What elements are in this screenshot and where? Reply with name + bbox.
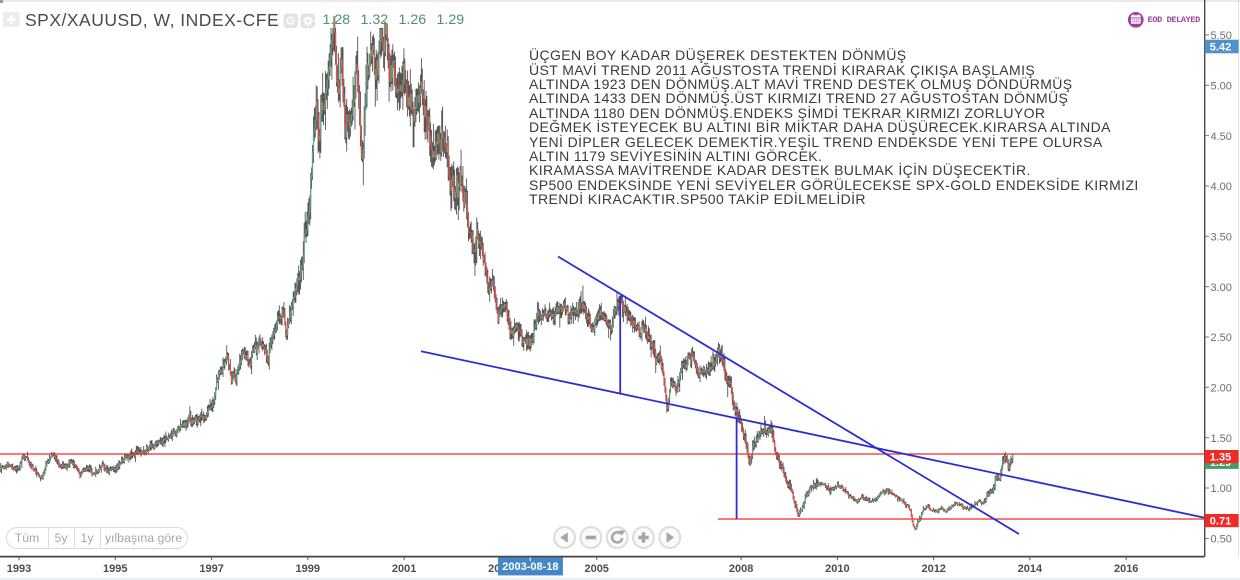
svg-text:2005: 2005: [584, 563, 608, 575]
svg-text:2.00: 2.00: [1211, 383, 1232, 395]
svg-text:5.42: 5.42: [1210, 41, 1231, 53]
svg-text:2003-08-18: 2003-08-18: [502, 561, 558, 573]
svg-text:1995: 1995: [103, 563, 127, 575]
svg-text:1.35: 1.35: [1210, 452, 1231, 464]
svg-text:5.50: 5.50: [1211, 30, 1232, 42]
svg-text:2.50: 2.50: [1211, 332, 1232, 344]
svg-text:2001: 2001: [392, 563, 416, 575]
svg-text:1993: 1993: [7, 563, 31, 575]
svg-text:2012: 2012: [921, 563, 945, 575]
svg-text:1997: 1997: [199, 563, 223, 575]
svg-text:0.71: 0.71: [1210, 516, 1231, 528]
svg-text:1.50: 1.50: [1211, 433, 1232, 445]
svg-text:2008: 2008: [729, 563, 753, 575]
svg-text:5.00: 5.00: [1211, 81, 1232, 93]
svg-text:4.50: 4.50: [1211, 131, 1232, 143]
svg-text:2014: 2014: [1018, 563, 1043, 575]
svg-text:4.00: 4.00: [1211, 181, 1232, 193]
svg-text:1.00: 1.00: [1211, 483, 1232, 495]
svg-text:2016: 2016: [1114, 563, 1138, 575]
svg-text:3.50: 3.50: [1211, 232, 1232, 244]
svg-text:2010: 2010: [825, 563, 849, 575]
svg-text:3.00: 3.00: [1211, 282, 1232, 294]
svg-text:1999: 1999: [296, 563, 320, 575]
svg-text:0.50: 0.50: [1211, 534, 1232, 546]
